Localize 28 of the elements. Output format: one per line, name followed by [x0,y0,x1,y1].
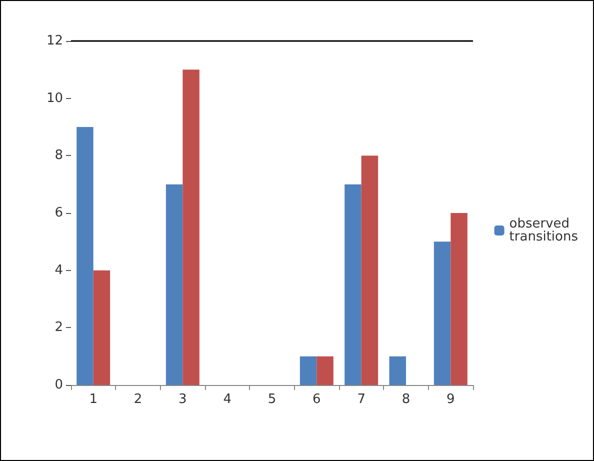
x-tick-label: 3 [178,392,187,407]
y-tick-label: 12 [46,34,63,48]
bar [166,184,183,385]
x-tick-label: 2 [134,392,142,407]
y-tick-label: 8 [54,148,63,164]
bar [300,356,317,385]
x-tick-label: 5 [268,392,276,407]
x-tick-label: 1 [89,392,98,407]
x-tick-label: 8 [402,392,410,407]
x-tick-label: 9 [446,392,455,407]
bar [93,270,110,385]
bar [344,184,362,385]
bar [389,356,406,385]
y-tick-label: 4 [54,262,63,278]
legend-label: observed transitions [509,216,578,244]
bar [316,356,334,385]
y-tick-label: 10 [46,90,63,106]
bar [361,156,378,385]
y-tick-label: 6 [54,206,63,220]
x-tick-label: 4 [223,392,232,407]
x-tick-label: 7 [357,392,366,407]
bar [450,213,468,385]
y-tick-label: 0 [54,378,63,392]
bar [434,242,451,385]
y-tick-label: 2 [54,320,63,336]
bar [76,127,94,385]
bar [182,70,200,385]
x-tick-label: 6 [312,392,321,407]
